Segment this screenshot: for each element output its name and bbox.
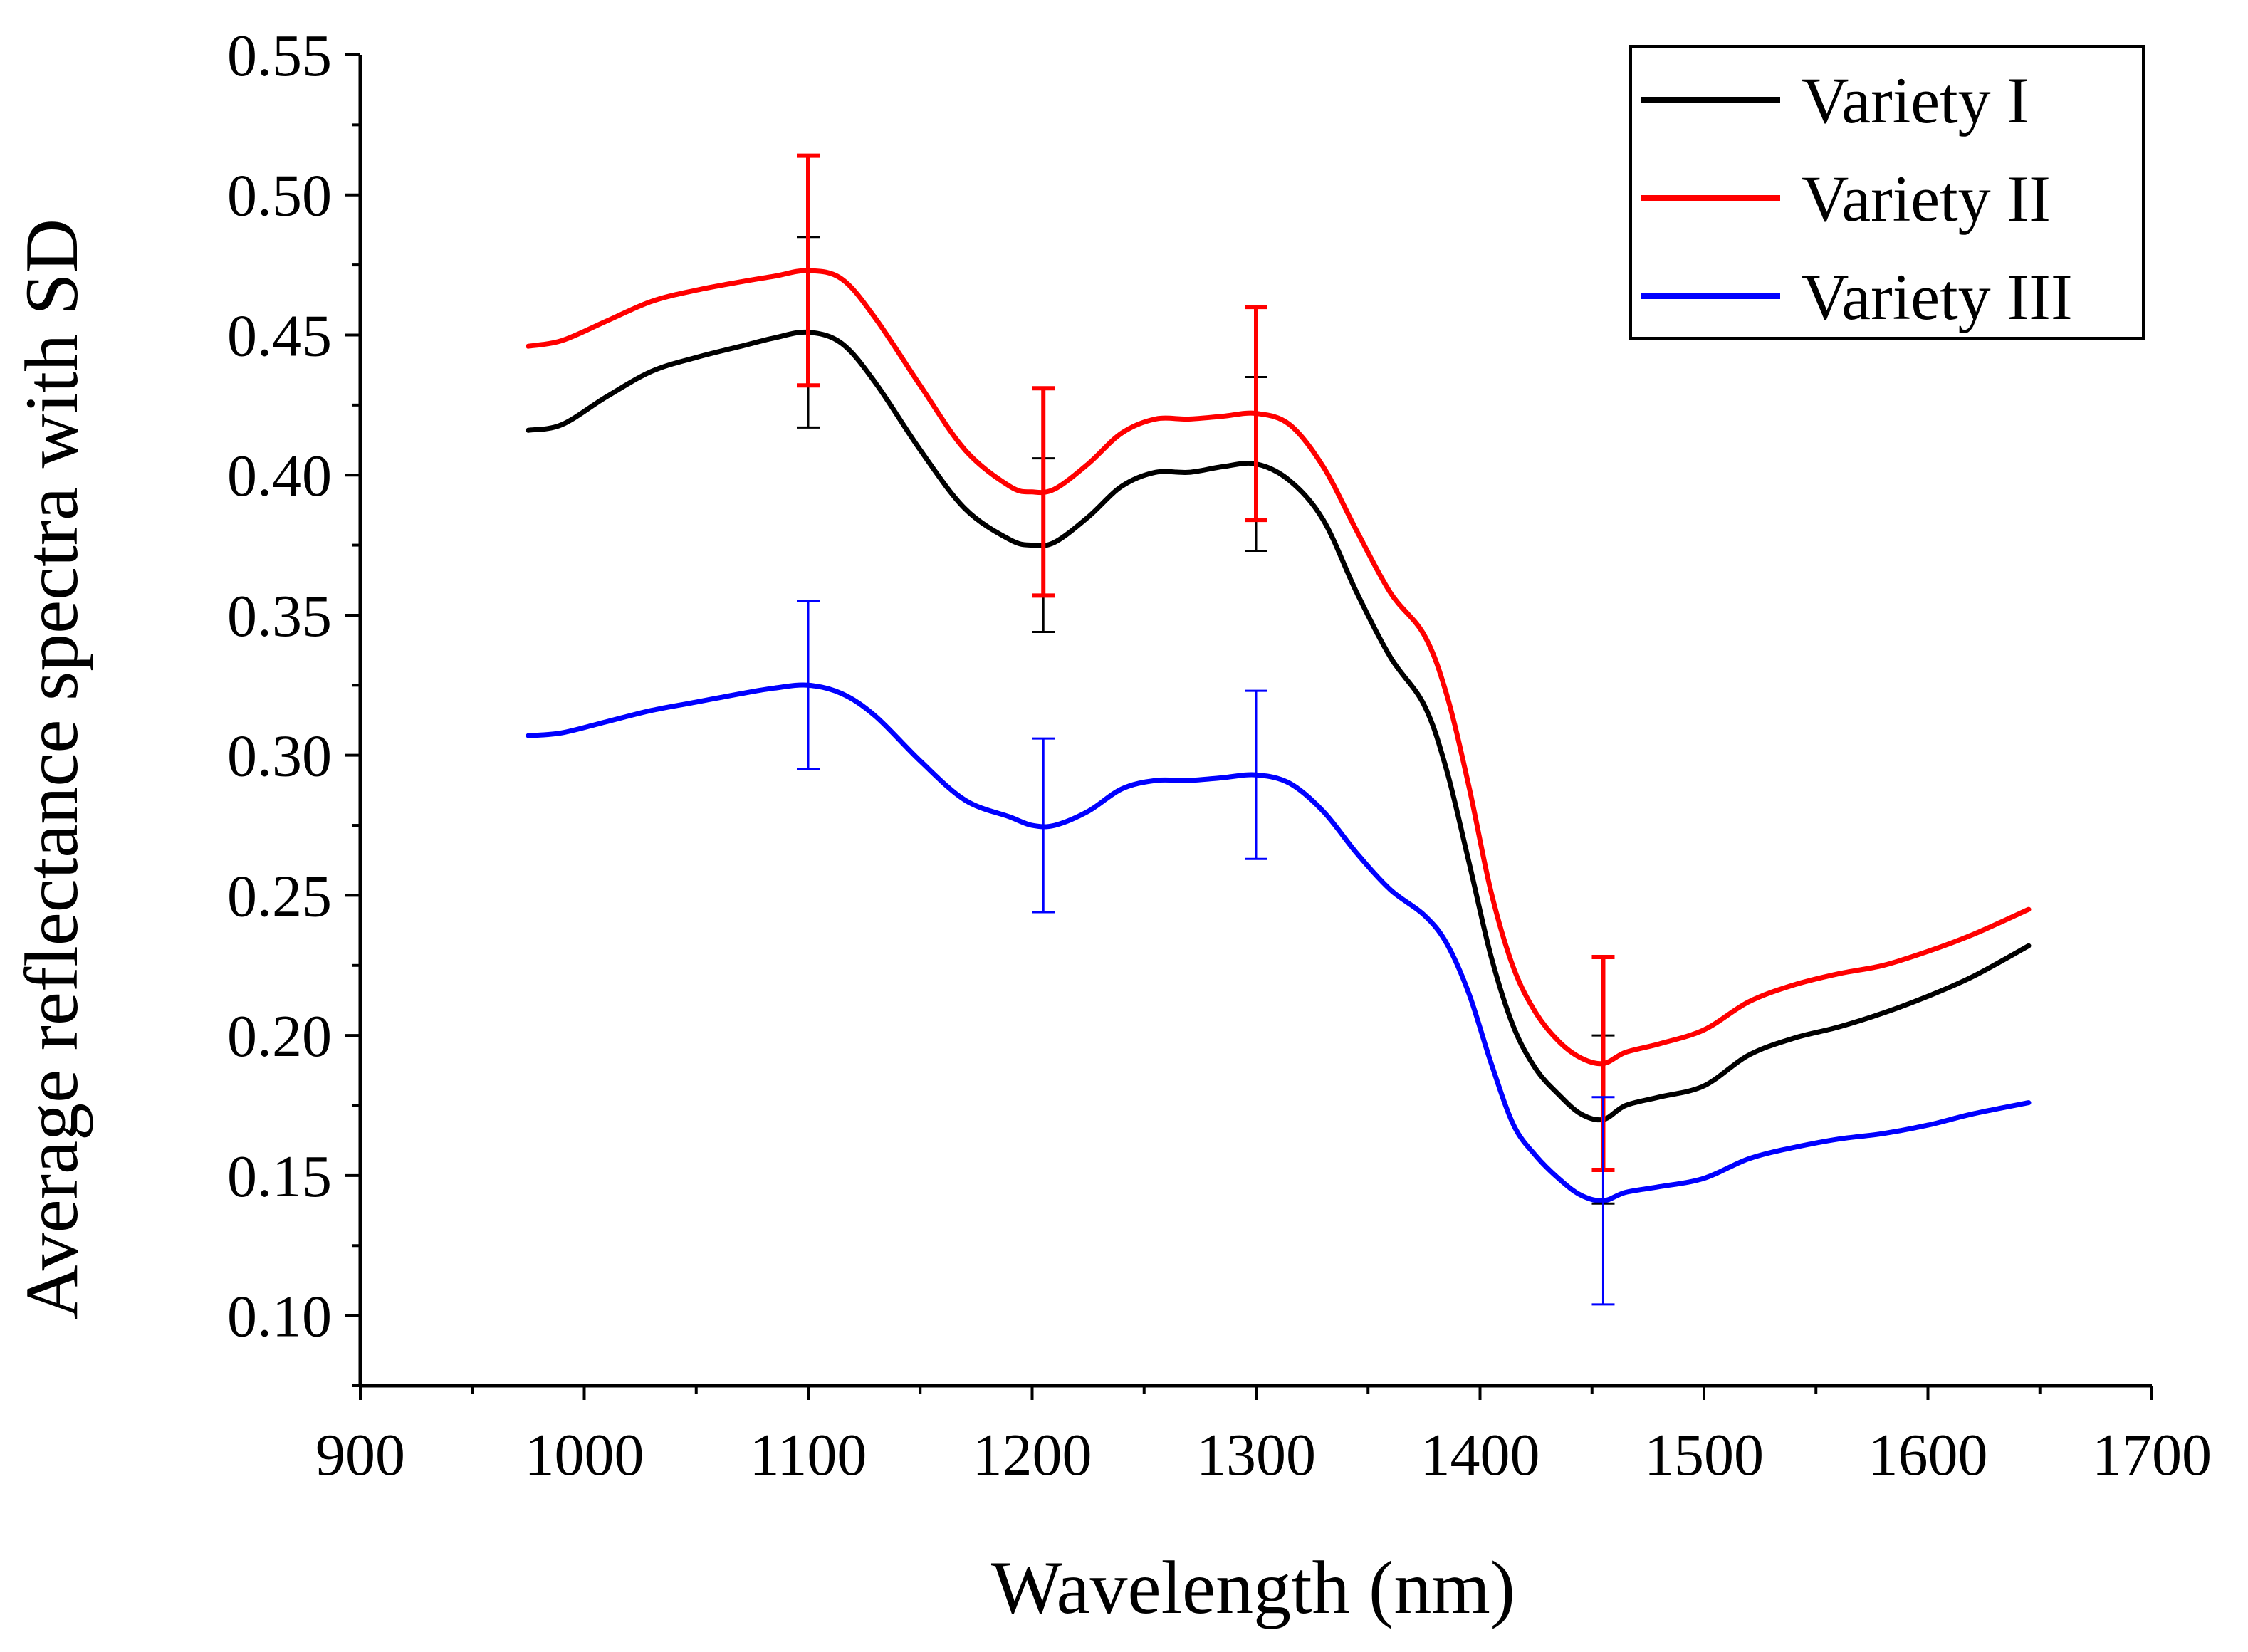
error-bar-variety-ii [1032, 386, 1055, 598]
series-line-variety-iii [526, 682, 2032, 1203]
x-tick-label: 900 [315, 1422, 405, 1488]
x-tick-label: 1700 [2092, 1422, 2212, 1488]
y-tick-label: 0.45 [227, 303, 332, 369]
legend-label-variety-ii: Variety II [1802, 162, 2051, 235]
y-tick-label: 0.30 [227, 723, 332, 790]
error-bar-variety-iii [1032, 737, 1055, 914]
error-bars-group [797, 153, 1615, 1306]
x-tick-label: 1300 [1196, 1422, 1316, 1488]
y-tick-label: 0.20 [227, 1003, 332, 1070]
legend: Variety I Variety II Variety III [1629, 45, 2145, 340]
series-group [526, 268, 2032, 1203]
x-tick-label: 1100 [750, 1422, 867, 1488]
series-line-variety-ii [526, 268, 2032, 1067]
error-bar-variety-iii [1591, 1096, 1615, 1306]
x-tick-label: 1200 [973, 1422, 1092, 1488]
legend-box [1629, 45, 2145, 340]
x-axis-title: Wavelength (nm) [991, 1546, 1515, 1629]
y-axis-ticks: 0.10 0.15 0.20 0.25 0.30 0.35 0.40 0.45 0.50 0.55 [227, 23, 360, 1387]
x-axis-ticks: 900 1000 1100 1200 1300 1400 1500 1600 1700 [315, 1386, 2212, 1488]
error-bar-variety-iii [1245, 689, 1267, 860]
error-bar-variety-ii [1245, 305, 1267, 523]
y-tick-label: 0.10 [227, 1284, 332, 1350]
x-tick-label: 1400 [1421, 1422, 1540, 1488]
legend-label-variety-iii: Variety III [1802, 261, 2073, 333]
error-bar-variety-iii [797, 600, 820, 770]
y-axis-title: Average reflectance spectra with SD [10, 219, 93, 1319]
x-tick-label: 1000 [525, 1422, 644, 1488]
legend-label-variety-i: Variety I [1802, 64, 2029, 137]
x-tick-label: 1600 [1868, 1422, 1988, 1488]
y-tick-label: 0.40 [227, 443, 332, 509]
y-tick-label: 0.55 [227, 23, 332, 89]
series-line-variety-i [526, 329, 2032, 1123]
y-tick-label: 0.35 [227, 583, 332, 649]
y-tick-label: 0.50 [227, 163, 332, 229]
y-tick-label: 0.15 [227, 1144, 332, 1210]
error-bar-variety-ii [797, 153, 820, 388]
x-tick-label: 1500 [1644, 1422, 1764, 1488]
y-tick-label: 0.25 [227, 863, 332, 929]
